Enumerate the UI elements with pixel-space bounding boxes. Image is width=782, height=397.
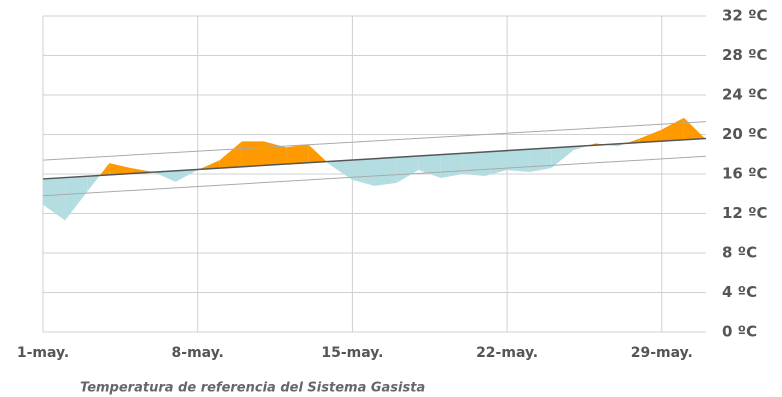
x-tick-label: 15-may. [321,345,383,361]
temperature-area [241,141,264,167]
x-tick-label: 22-may. [476,345,538,361]
temperature-area [440,153,463,178]
temperature-area [661,117,684,142]
temperature-area [529,147,552,173]
temperature-area [485,150,508,176]
x-tick-label: 29-may. [631,345,693,361]
y-tick-label: 16 ºC [722,165,768,183]
y-tick-label: 12 ºC [722,204,768,222]
temperature-area [65,176,88,221]
x-tick-label: 1-may. [17,345,69,361]
temperature-area [374,157,397,186]
temperature-area [199,160,220,170]
temperature-area [43,177,66,221]
y-tick-label: 8 ºC [722,244,757,262]
temperature-area [352,158,375,186]
reference-line [42,137,707,180]
y-tick-label: 28 ºC [722,46,768,64]
temperature-area [462,151,485,176]
temperature-area [639,129,662,143]
y-tick-label: 4 ºC [722,283,757,301]
y-tick-label: 32 ºC [722,7,768,25]
temperature-area [175,169,198,182]
temperature-area [109,163,132,175]
temperature-area [396,155,419,183]
temperature-area [308,144,327,163]
temperature-area [507,149,530,173]
y-tick-label: 20 ºC [722,125,768,143]
band-line [42,155,707,197]
temperature-area [326,161,331,166]
x-tick-label: 8-may. [172,345,224,361]
temperature-area [286,144,309,165]
caption: Temperatura de referencia del Sistema Ga… [80,381,425,396]
band-line [42,121,707,161]
temperature-area [683,117,706,140]
temperature-area [551,146,574,169]
temperature-area [153,170,176,182]
y-tick-label: 0 ºC [722,323,757,341]
temperature-area [219,141,242,169]
temperature-area [330,160,353,180]
temperature-area [87,175,100,192]
temperature-area [99,163,110,176]
y-tick-label: 24 ºC [722,86,768,104]
temperature-area [264,141,287,166]
